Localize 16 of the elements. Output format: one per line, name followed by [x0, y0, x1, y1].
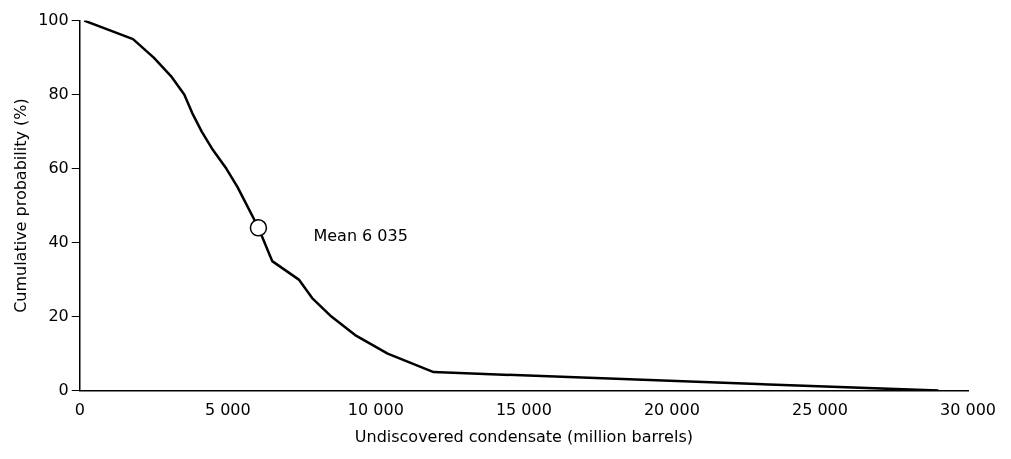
- x-tick-label: 0: [74, 400, 85, 420]
- annotation: Mean 6 035: [313, 225, 408, 245]
- x-tick-label: 20 000: [643, 400, 700, 420]
- x-tick-label: 10 000: [347, 400, 404, 420]
- x-axis-title: Undiscovered condensate (million barrels): [354, 426, 693, 446]
- y-tick-label: 40: [48, 231, 69, 251]
- x-tick-label: 15 000: [495, 400, 552, 420]
- x-tick-label: 30 000: [940, 400, 996, 420]
- y-tick-label: 0: [58, 379, 69, 399]
- y-tick-label: 100: [38, 9, 69, 29]
- y-tick-label: 80: [48, 83, 69, 103]
- y-axis-title: Cumulative probability (%): [10, 98, 30, 313]
- y-tick-label: 20: [48, 305, 69, 325]
- x-tick-label: 25 000: [791, 400, 848, 420]
- x-tick-label: 5 000: [204, 400, 251, 420]
- y-tick-label: 60: [48, 157, 69, 177]
